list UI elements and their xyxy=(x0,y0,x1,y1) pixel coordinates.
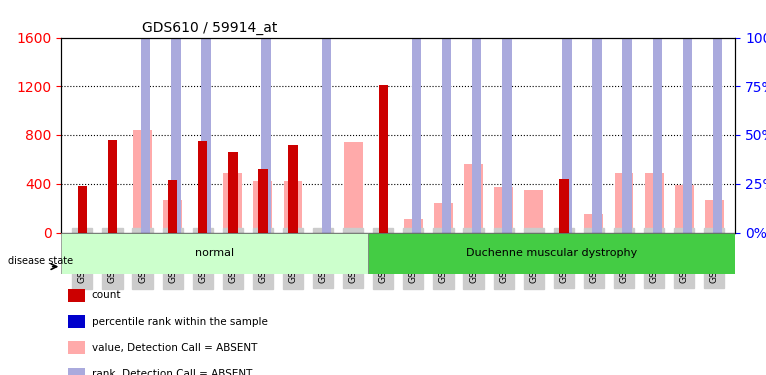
Bar xyxy=(288,145,298,232)
Bar xyxy=(614,173,633,232)
Bar xyxy=(344,142,362,232)
Bar xyxy=(258,169,267,232)
Bar xyxy=(502,0,512,232)
Bar xyxy=(494,188,513,232)
Bar xyxy=(562,0,571,232)
Text: GDS610 / 59914_at: GDS610 / 59914_at xyxy=(142,21,277,35)
Text: count: count xyxy=(92,290,121,300)
Bar xyxy=(645,173,663,232)
Bar xyxy=(653,0,662,232)
Bar xyxy=(141,0,150,232)
Text: Duchenne muscular dystrophy: Duchenne muscular dystrophy xyxy=(466,248,637,258)
Bar xyxy=(168,180,178,232)
Text: normal: normal xyxy=(195,248,234,258)
Bar xyxy=(201,0,211,232)
Bar xyxy=(683,0,692,232)
FancyBboxPatch shape xyxy=(61,232,368,274)
Text: value, Detection Call = ABSENT: value, Detection Call = ABSENT xyxy=(92,343,257,353)
Bar xyxy=(261,0,271,232)
Bar xyxy=(584,214,604,232)
Bar xyxy=(283,182,303,232)
Bar xyxy=(464,164,483,232)
Bar xyxy=(712,0,722,232)
Bar xyxy=(68,341,85,354)
Bar xyxy=(559,179,568,232)
Bar xyxy=(434,203,453,232)
Bar xyxy=(254,182,273,232)
Bar xyxy=(472,0,482,232)
Bar xyxy=(77,186,87,232)
Bar xyxy=(133,130,152,232)
Bar xyxy=(224,173,242,232)
Bar xyxy=(675,185,694,232)
Text: rank, Detection Call = ABSENT: rank, Detection Call = ABSENT xyxy=(92,369,252,375)
Bar xyxy=(198,141,208,232)
Bar xyxy=(68,315,85,328)
FancyBboxPatch shape xyxy=(368,232,735,274)
Bar xyxy=(378,85,388,232)
Bar xyxy=(163,200,182,232)
Text: disease state: disease state xyxy=(8,256,73,266)
Bar xyxy=(108,140,117,232)
Bar xyxy=(412,0,421,232)
Bar xyxy=(524,190,543,232)
Text: percentile rank within the sample: percentile rank within the sample xyxy=(92,316,267,327)
Bar xyxy=(442,0,451,232)
Bar xyxy=(68,368,85,375)
Bar xyxy=(404,219,423,232)
Bar xyxy=(322,0,331,232)
Bar xyxy=(592,0,602,232)
Bar xyxy=(705,200,724,232)
Bar xyxy=(623,0,632,232)
Bar xyxy=(171,0,181,232)
Bar xyxy=(68,289,85,302)
Bar xyxy=(228,152,237,232)
